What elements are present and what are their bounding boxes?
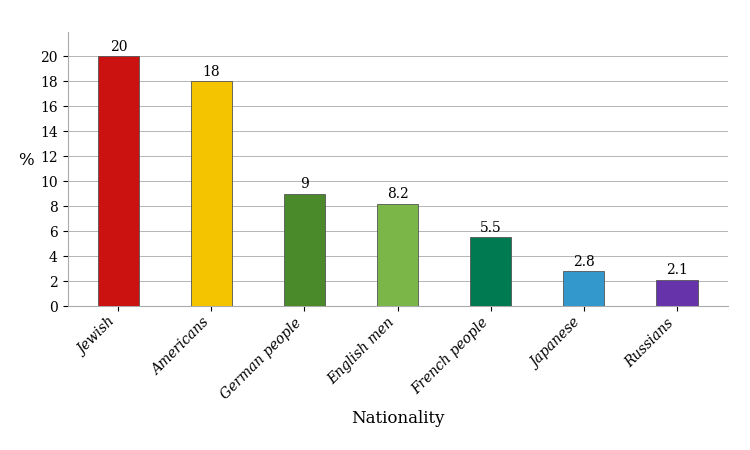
Text: 8.2: 8.2 [387,187,408,201]
Bar [656,280,698,306]
Text: 5.5: 5.5 [480,221,502,235]
Bar [190,81,232,306]
Bar [284,194,326,306]
Bar [98,56,140,306]
Bar [470,238,512,306]
Text: 18: 18 [202,65,220,79]
X-axis label: Nationality: Nationality [351,410,444,427]
Y-axis label: %: % [18,152,34,169]
Bar [562,271,604,306]
Text: 20: 20 [110,40,128,54]
Bar [376,204,419,306]
Text: 9: 9 [300,177,309,191]
Text: 2.1: 2.1 [666,263,688,277]
Text: 2.8: 2.8 [573,255,595,269]
